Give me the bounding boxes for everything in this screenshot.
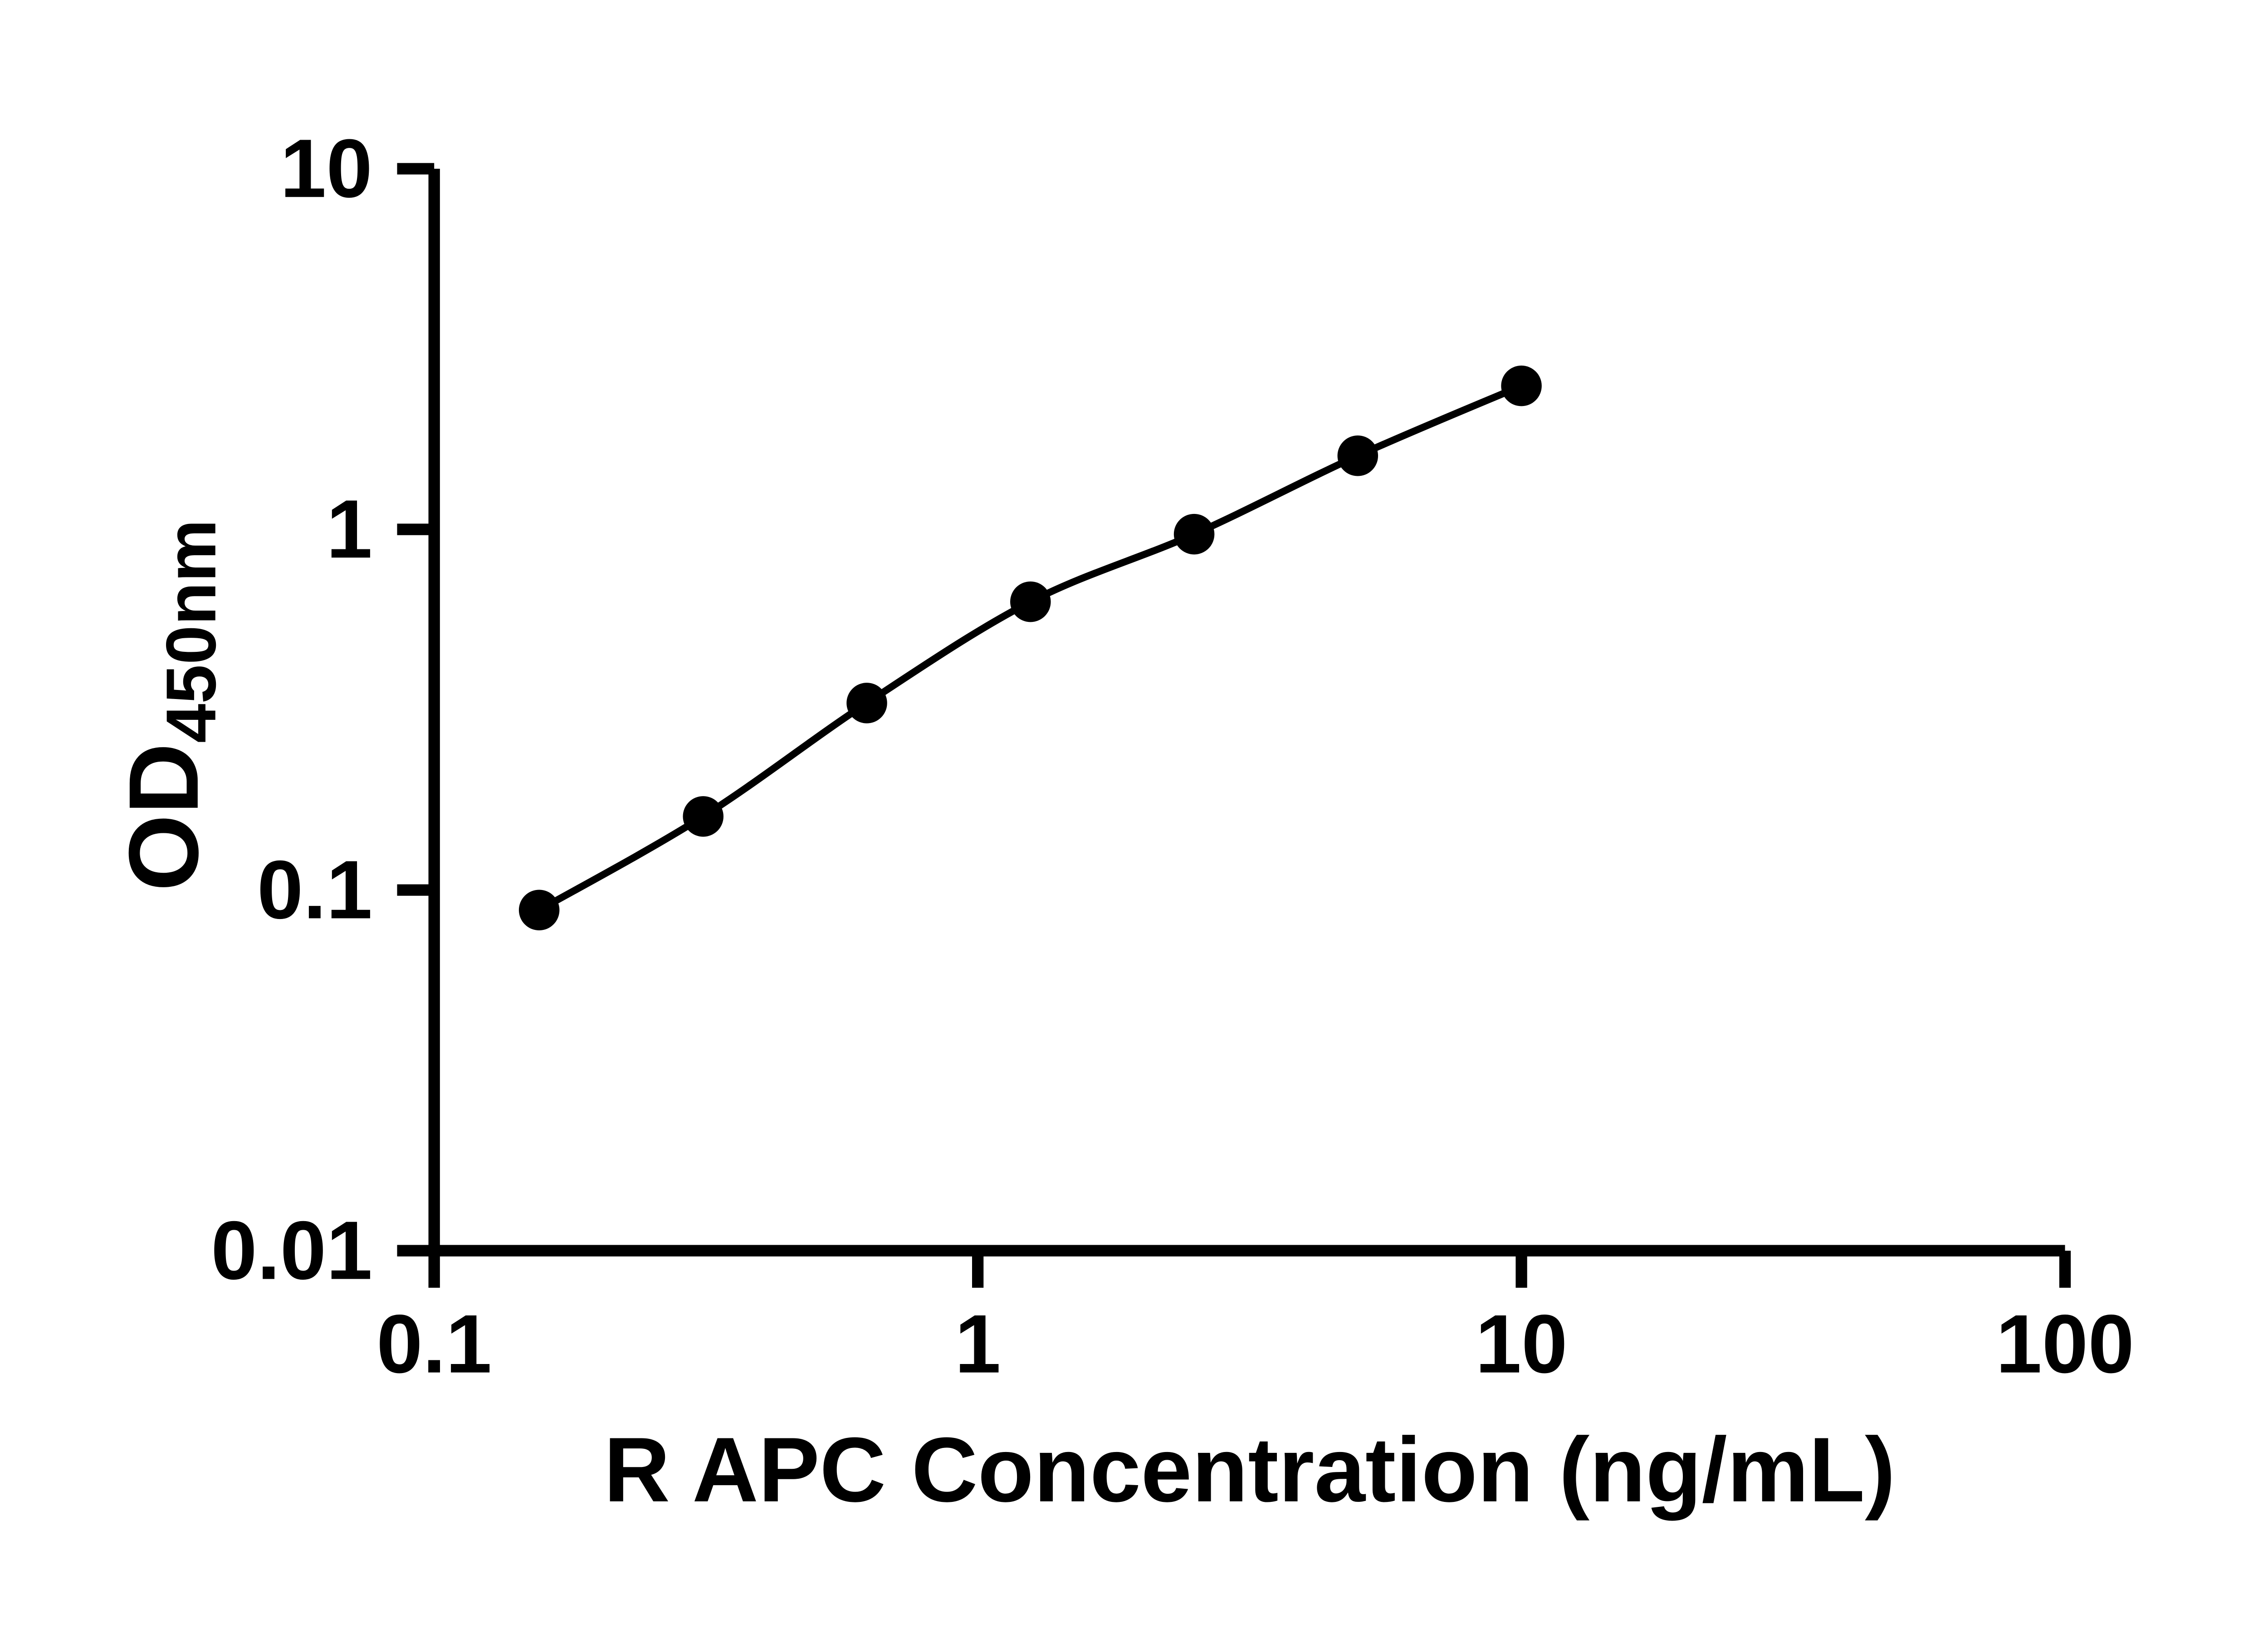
- y-axis-title-sub: 450nm: [152, 519, 230, 743]
- y-tick-label: 0.1: [257, 843, 372, 936]
- data-point: [1337, 435, 1378, 476]
- x-tick-label: 1: [955, 1297, 1001, 1390]
- x-tick-label: 100: [1996, 1297, 2134, 1390]
- axes: [428, 168, 2065, 1257]
- data-point: [518, 890, 560, 931]
- x-axis-title: R APC Concentration (ng/mL): [604, 1418, 1895, 1521]
- data-point: [1173, 513, 1215, 555]
- data-point: [683, 796, 723, 837]
- y-tick-label: 10: [280, 122, 372, 215]
- x-tick-label: 0.1: [376, 1297, 492, 1390]
- data-point: [1501, 365, 1542, 406]
- x-tick-label: 10: [1475, 1297, 1567, 1390]
- data-point: [1010, 581, 1051, 622]
- data-point: [846, 683, 887, 724]
- y-axis-title-main: OD: [109, 743, 219, 891]
- y-tick-label: 1: [326, 482, 372, 575]
- y-tick-label: 0.01: [211, 1203, 372, 1296]
- y-axis-title: OD450nm: [109, 519, 230, 891]
